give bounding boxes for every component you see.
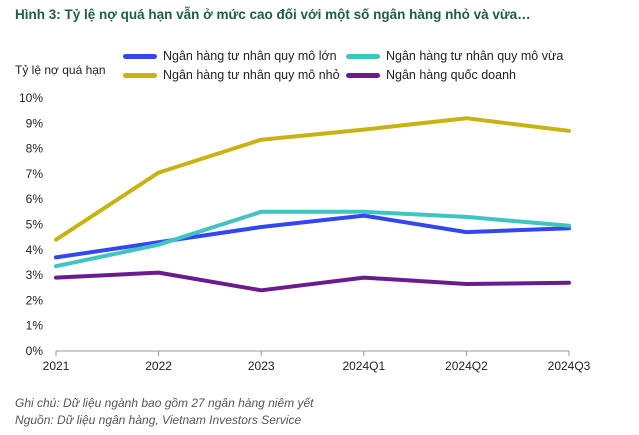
- legend-swatch-state-owned: [346, 72, 380, 78]
- y-tick-label: 5%: [26, 218, 44, 232]
- y-tick-label: 6%: [26, 192, 44, 206]
- legend-swatch-small-private: [123, 72, 157, 78]
- chart-source: Nguồn: Dữ liệu ngân hàng, Vietnam Invest…: [15, 413, 302, 427]
- x-tick-label: 2022: [145, 359, 172, 373]
- series-line-0: [54, 213, 571, 260]
- y-tick-label: 7%: [26, 167, 44, 181]
- y-tick-label: 8%: [26, 142, 44, 156]
- legend-label-state-owned: Ngân hàng quốc doanh: [386, 68, 516, 82]
- x-tick-label: 2023: [248, 359, 275, 373]
- legend-item-small-private: Ngân hàng tư nhân quy mô nhỏ: [123, 68, 340, 82]
- legend-label-large-private: Ngân hàng tư nhân quy mô lớn: [163, 49, 337, 63]
- x-tick-label: 2021: [43, 359, 70, 373]
- legend-item-state-owned: Ngân hàng quốc doanh: [346, 68, 516, 82]
- x-tick-label: 2024Q1: [342, 359, 385, 373]
- series-line-2: [54, 116, 571, 242]
- series-line-1: [54, 209, 571, 269]
- y-tick-label: 4%: [26, 243, 44, 257]
- legend-item-large-private: Ngân hàng tư nhân quy mô lớn: [123, 49, 337, 63]
- y-axis-label: Tỷ lệ nợ quá hạn: [15, 63, 106, 77]
- x-tick-label: 2024Q3: [548, 359, 591, 373]
- x-tick-label: 2024Q2: [445, 359, 488, 373]
- y-tick-label: 2%: [26, 293, 44, 307]
- y-tick-label: 9%: [26, 116, 44, 130]
- series-line-3: [54, 270, 571, 293]
- y-tick-label: 1%: [26, 319, 44, 333]
- legend-label-medium-private: Ngân hàng tư nhân quy mô vừa: [386, 49, 564, 63]
- y-tick-label: 0%: [26, 344, 44, 358]
- chart-title: Hình 3: Tỷ lệ nợ quá hạn vẫn ở mức cao đ…: [15, 7, 531, 22]
- y-tick-label: 3%: [26, 268, 44, 282]
- legend-swatch-large-private: [123, 53, 157, 59]
- legend-item-medium-private: Ngân hàng tư nhân quy mô vừa: [346, 49, 563, 63]
- y-tick-label: 10%: [19, 91, 43, 105]
- legend-swatch-medium-private: [346, 53, 380, 59]
- chart-note: Ghi chú: Dữ liệu ngành bao gồm 27 ngân h…: [15, 396, 314, 410]
- legend-label-small-private: Ngân hàng tư nhân quy mô nhỏ: [163, 68, 340, 82]
